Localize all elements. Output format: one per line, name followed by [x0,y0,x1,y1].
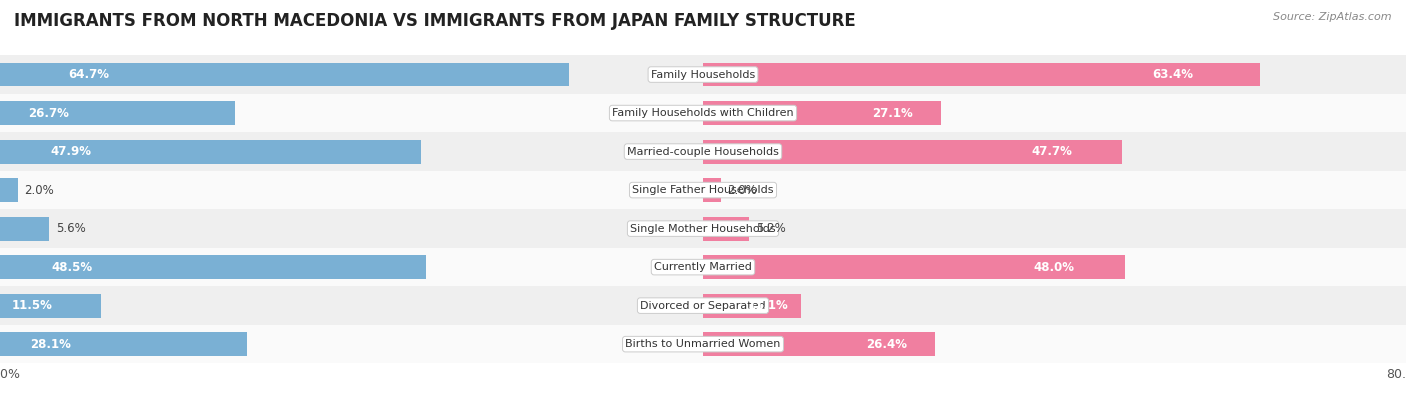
Text: 27.1%: 27.1% [872,107,912,120]
Bar [703,178,721,202]
Text: Births to Unmarried Women: Births to Unmarried Women [626,339,780,349]
Bar [0,63,568,87]
Text: 48.0%: 48.0% [1033,261,1074,274]
Text: 2.0%: 2.0% [728,184,758,197]
Bar [703,255,1125,279]
Bar [703,217,749,241]
Bar [0,209,1406,248]
Text: Divorced or Separated: Divorced or Separated [640,301,766,310]
Bar [0,255,426,279]
Bar [0,217,49,241]
Text: 26.7%: 26.7% [28,107,69,120]
Text: Married-couple Households: Married-couple Households [627,147,779,156]
Bar [0,178,17,202]
Bar [703,294,800,318]
Bar [0,332,247,356]
Text: 5.2%: 5.2% [756,222,786,235]
Bar [0,140,420,164]
Text: Currently Married: Currently Married [654,262,752,272]
Text: 64.7%: 64.7% [69,68,110,81]
Bar [703,332,935,356]
Text: 11.1%: 11.1% [748,299,789,312]
Text: 11.5%: 11.5% [13,299,53,312]
Text: 26.4%: 26.4% [866,338,907,351]
Text: Family Households: Family Households [651,70,755,79]
Text: 48.5%: 48.5% [51,261,93,274]
Text: 63.4%: 63.4% [1153,68,1194,81]
Text: IMMIGRANTS FROM NORTH MACEDONIA VS IMMIGRANTS FROM JAPAN FAMILY STRUCTURE: IMMIGRANTS FROM NORTH MACEDONIA VS IMMIG… [14,12,856,30]
Bar [0,94,1406,132]
Bar [703,63,1260,87]
Bar [0,171,1406,209]
Text: Family Households with Children: Family Households with Children [612,108,794,118]
Text: 2.0%: 2.0% [25,184,55,197]
Text: 47.7%: 47.7% [1031,145,1071,158]
Text: 28.1%: 28.1% [30,338,70,351]
Bar [0,132,1406,171]
Text: Source: ZipAtlas.com: Source: ZipAtlas.com [1274,12,1392,22]
Bar [0,325,1406,363]
Bar [703,140,1122,164]
Text: Single Father Households: Single Father Households [633,185,773,195]
Bar [0,294,101,318]
Bar [0,55,1406,94]
Bar [0,248,1406,286]
Text: 47.9%: 47.9% [51,145,91,158]
Text: Single Mother Households: Single Mother Households [630,224,776,233]
Bar [0,101,235,125]
Bar [703,101,941,125]
Bar [0,286,1406,325]
Text: 5.6%: 5.6% [56,222,86,235]
